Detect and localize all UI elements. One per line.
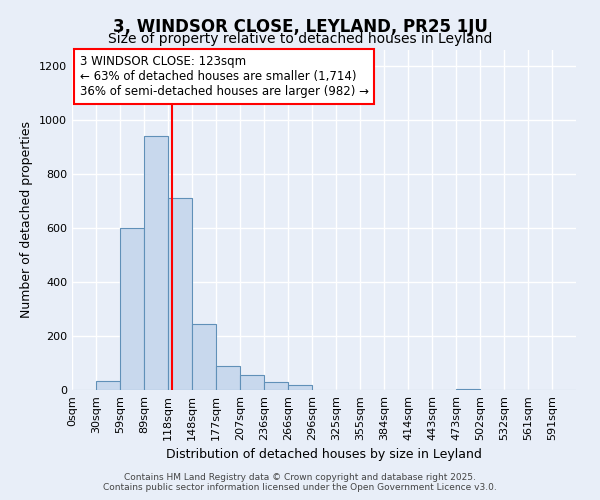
Bar [193, 324, 215, 390]
Bar [457, 388, 479, 390]
Bar [145, 136, 167, 390]
Bar [289, 384, 311, 390]
Text: 3 WINDSOR CLOSE: 123sqm
← 63% of detached houses are smaller (1,714)
36% of semi: 3 WINDSOR CLOSE: 123sqm ← 63% of detache… [80, 55, 368, 98]
Bar [169, 198, 191, 390]
Y-axis label: Number of detached properties: Number of detached properties [20, 122, 34, 318]
Bar [97, 380, 119, 390]
Text: 3, WINDSOR CLOSE, LEYLAND, PR25 1JU: 3, WINDSOR CLOSE, LEYLAND, PR25 1JU [113, 18, 487, 36]
Text: Size of property relative to detached houses in Leyland: Size of property relative to detached ho… [108, 32, 492, 46]
X-axis label: Distribution of detached houses by size in Leyland: Distribution of detached houses by size … [166, 448, 482, 461]
Text: Contains HM Land Registry data © Crown copyright and database right 2025.
Contai: Contains HM Land Registry data © Crown c… [103, 473, 497, 492]
Bar [265, 382, 287, 390]
Bar [241, 375, 263, 390]
Bar [217, 366, 239, 390]
Bar [121, 228, 143, 390]
